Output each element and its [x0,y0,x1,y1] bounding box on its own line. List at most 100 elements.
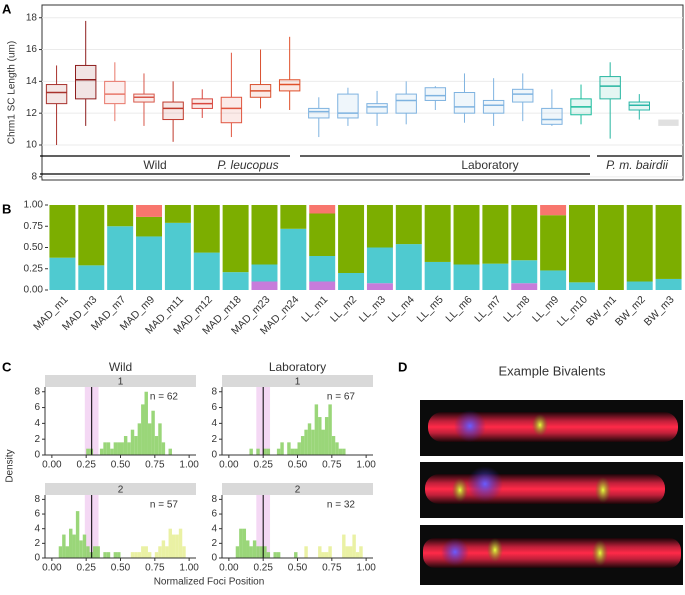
hist-bar [178,528,183,558]
x-tick-label: BW_m1 [584,293,619,328]
x-tick-label: 0.25 [253,460,273,471]
centromere [441,538,469,566]
hist-bar [171,534,176,558]
box [220,96,243,124]
hist-bar [276,552,281,558]
box [453,92,476,114]
bar-segment [511,205,538,261]
bar-segment [309,213,336,256]
hist-bar [82,534,87,558]
hist-bar [249,448,253,455]
bar-segment [511,283,538,290]
hist-bar [321,429,325,455]
hist-bar [103,552,107,558]
hist-bar [294,448,298,455]
bar-segment [78,205,105,266]
bar-segment [222,205,249,273]
hist-bar [106,552,111,558]
column-title: Laboratory [269,360,326,374]
hist-bar [151,410,155,455]
centromere [454,410,486,442]
strip [222,375,373,387]
bar-segment [309,256,336,282]
y-tick-label: 8 [211,494,217,505]
bar-segment [193,205,220,253]
bar-segment [222,272,249,290]
y-tick-label: 4 [211,523,217,534]
y-tick-label: 0.50 [24,242,44,253]
hist-bar [62,534,66,558]
hist-bar [141,546,145,558]
hist-bar [235,546,240,558]
group-label: P. leucopus [217,158,278,172]
y-tick-label: 0 [211,553,217,564]
hist-bar [266,552,271,558]
y-tick-label: 12 [26,108,38,119]
box [133,93,155,103]
strip-label: 1 [295,377,301,388]
hist-bar [311,429,315,455]
hist-bar [72,534,76,558]
strip [45,375,196,387]
hist-bar [297,442,301,455]
bar-segment [280,205,307,229]
y-tick-label: 4 [34,523,40,534]
bar-segment [164,205,191,223]
hist-bar [154,552,159,558]
x-tick-label: 0.75 [322,460,342,471]
hist-bar [86,448,90,455]
box [395,93,417,114]
y-tick-label: 2 [34,434,40,445]
hist-bar [120,442,124,455]
hist-bar [154,436,159,455]
hist-bar [263,448,267,455]
box [482,99,505,114]
x-axis-label: Normalized Foci Position [154,577,265,588]
hist-bar [165,546,169,558]
hist-bar [342,448,346,455]
bivalent [423,538,681,568]
hist-bar [113,552,118,558]
bar-segment [136,236,163,290]
bar-segment [107,205,134,227]
hist-bar [141,404,145,455]
y-tick-label: 0.00 [24,285,44,296]
bar-segment [568,282,595,290]
hist-bar [263,546,267,558]
x-tick-label: 0.00 [42,460,62,471]
bar-segment [540,215,567,271]
group-label: P. m. bairdii [606,158,668,172]
group-label: Wild [143,158,166,172]
hist-bar [123,436,128,455]
hist-bar [273,552,277,558]
bar-segment [366,247,393,284]
bar-segment [597,205,624,290]
hist-bar [242,528,247,558]
centromere [467,466,503,502]
bar-segment [49,257,76,290]
box [278,79,301,92]
y-tick-label: 14 [26,76,38,87]
hist-bar [335,442,339,455]
bar-segment [251,281,278,290]
hist-bar [99,448,104,455]
bar-segment [78,265,105,290]
x-tick-label: LL_m4 [386,293,417,324]
bar-segment [280,228,307,290]
x-tick-label: LL_m8 [501,293,532,324]
hist-bar [252,540,257,558]
hist-bar [318,546,322,558]
hist-bar [348,546,353,558]
hist-bar [321,552,325,558]
hist-bar [130,429,135,455]
bar-segment [49,205,76,258]
y-tick-label: 8 [34,494,40,505]
hist-bar [106,442,111,455]
hist-bar [144,391,148,455]
panel-label: D [398,359,407,374]
x-tick-label: 0.25 [76,563,96,574]
bar-segment [395,205,422,245]
x-tick-label: LL_m10 [555,293,590,328]
bar-segment [453,264,480,290]
hist-bar [276,448,281,455]
